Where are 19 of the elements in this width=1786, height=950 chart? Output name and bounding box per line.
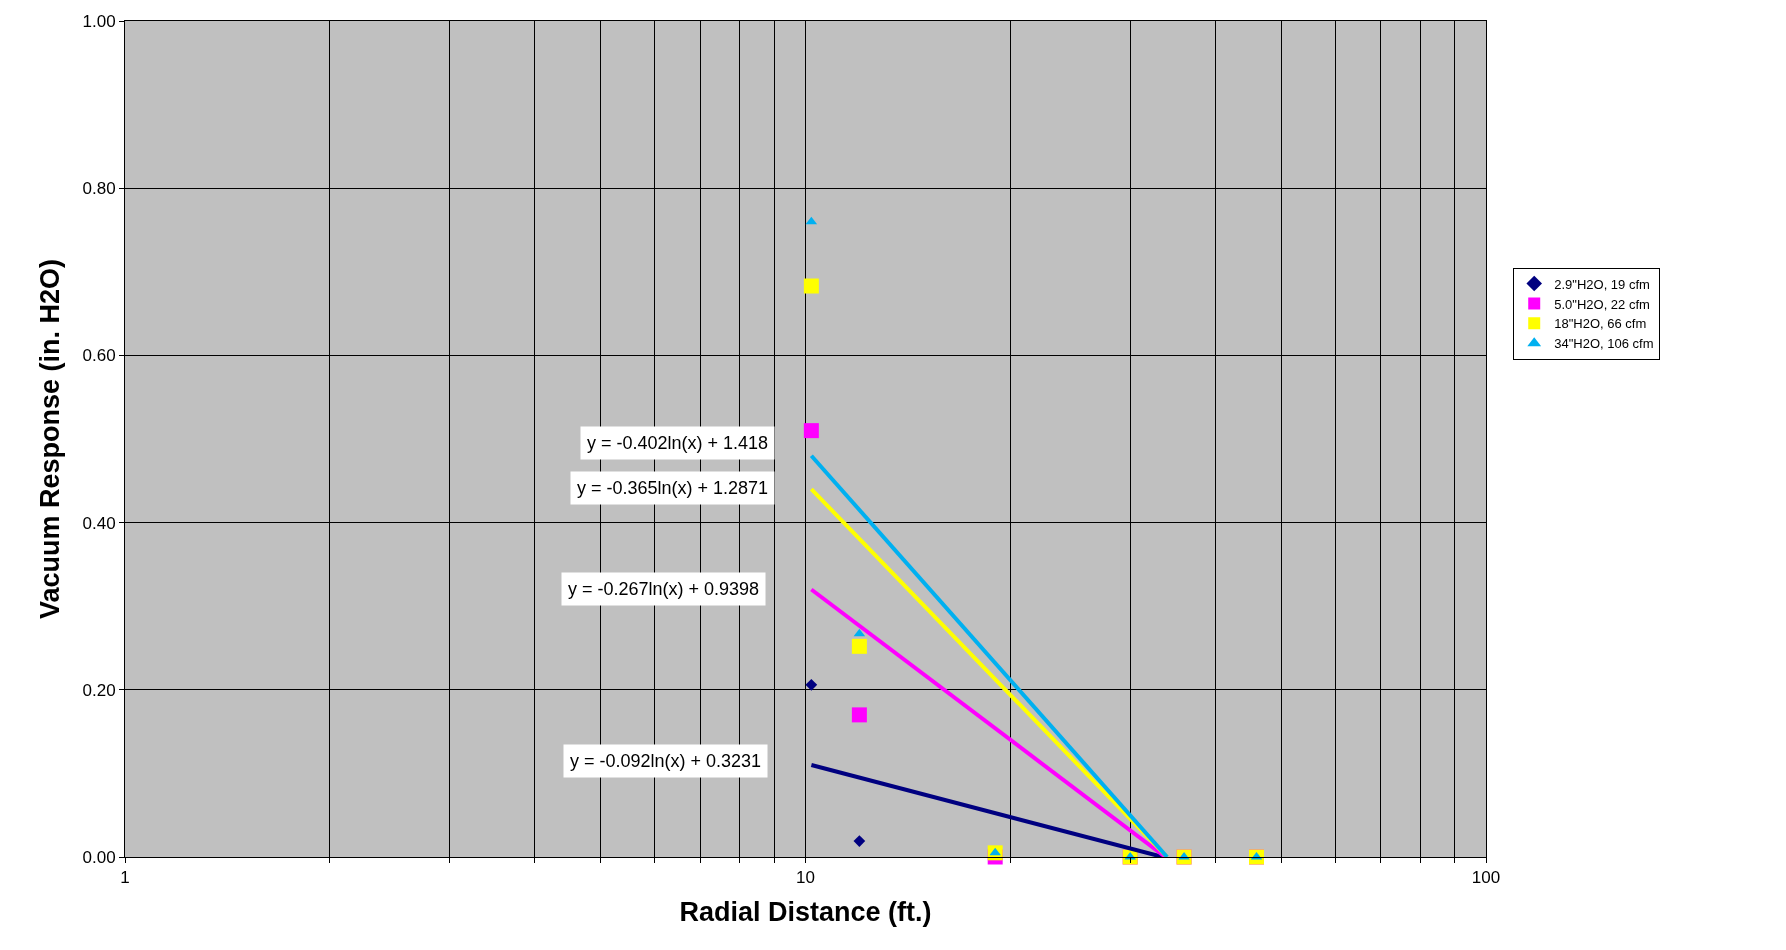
- legend-label: 2.9"H2O, 19 cfm: [1554, 276, 1650, 292]
- x-tick-label: 100: [1471, 868, 1501, 888]
- legend-label: 18"H2O, 66 cfm: [1554, 316, 1647, 332]
- legend-label: 5.0"H2O, 22 cfm: [1554, 296, 1650, 312]
- y-tick-label: 0.60: [82, 346, 116, 366]
- legend-label: 34"H2O, 106 cfm: [1554, 336, 1654, 352]
- annotation: y = -0.365ln(x) + 1.2871: [577, 478, 769, 498]
- y-tick-label: 0.40: [82, 513, 116, 533]
- y-tick-label: 0.20: [82, 680, 116, 700]
- y-tick-label: 1.00: [82, 11, 116, 31]
- x-axis-title: Radial Distance (ft.): [679, 896, 932, 927]
- x-tick-label: 1: [120, 868, 130, 888]
- y-tick-label: 0.00: [82, 847, 116, 867]
- y-axis-title: Vacuum Response (in. H2O): [34, 258, 65, 620]
- annotation: y = -0.092ln(x) + 0.3231: [570, 751, 762, 771]
- annotation: y = -0.402ln(x) + 1.418: [587, 433, 769, 453]
- annotation: y = -0.267ln(x) + 0.9398: [568, 579, 760, 599]
- y-tick-label: 0.80: [82, 179, 116, 199]
- x-tick-label: 10: [796, 868, 815, 888]
